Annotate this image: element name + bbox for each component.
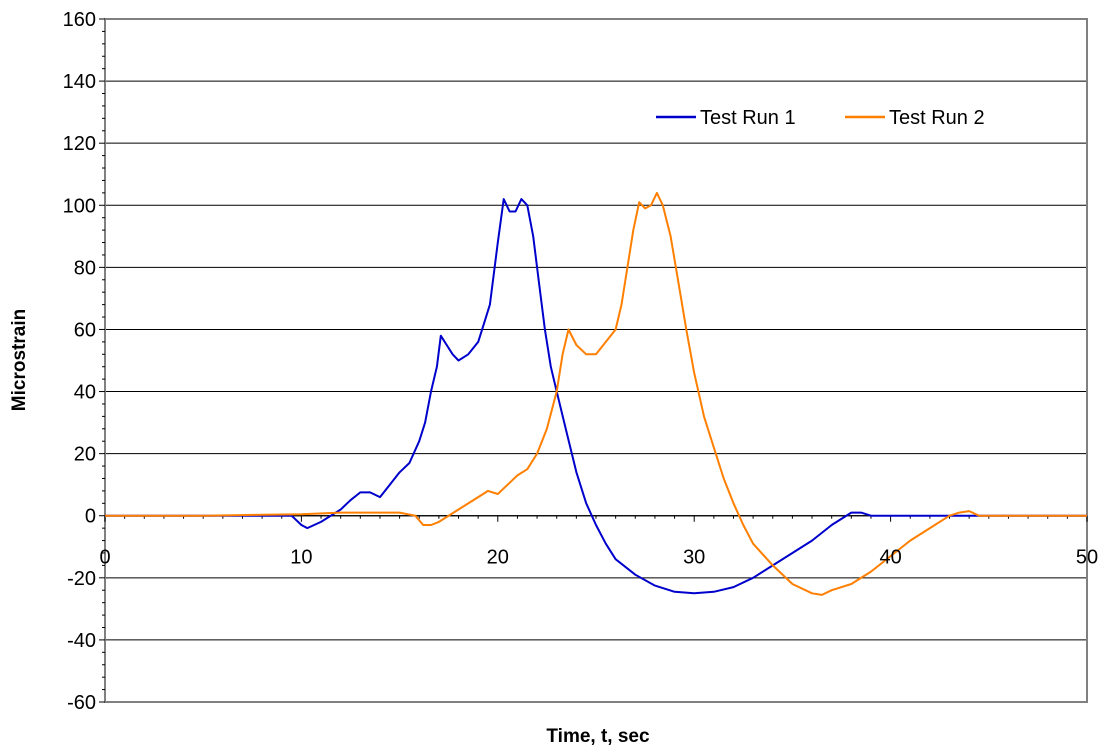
y-tick-label: 160 bbox=[63, 9, 96, 31]
series-layer bbox=[105, 191, 1087, 596]
legend-label-test-run-1: Test Run 1 bbox=[700, 107, 796, 129]
y-tick-label: 20 bbox=[74, 444, 96, 466]
x-axis-title: Time, t, sec bbox=[546, 726, 650, 747]
x-tick-label: 40 bbox=[879, 547, 901, 569]
series-line-test-run-2 bbox=[105, 191, 1087, 596]
y-tick-label: 120 bbox=[63, 133, 96, 155]
y-tick-label: 140 bbox=[63, 71, 96, 93]
y-axis-title: Microstrain bbox=[9, 309, 30, 411]
plot-area-frame bbox=[104, 18, 1088, 703]
x-tick-label: 20 bbox=[487, 547, 509, 569]
x-tick-label: 50 bbox=[1076, 547, 1098, 569]
y-tick-label: 60 bbox=[74, 319, 96, 341]
x-tick-label: 10 bbox=[290, 547, 312, 569]
y-tick-label: 80 bbox=[74, 257, 96, 279]
y-tick-label: -60 bbox=[67, 692, 96, 714]
series-line-test-run-1 bbox=[105, 198, 1087, 595]
y-tick-label: 40 bbox=[74, 382, 96, 404]
y-tick-label: -40 bbox=[67, 630, 96, 652]
y-tick-label: -20 bbox=[67, 568, 96, 590]
x-tick-label: 0 bbox=[99, 547, 110, 569]
legend: Test Run 1 Test Run 2 bbox=[656, 107, 985, 129]
legend-label-test-run-2: Test Run 2 bbox=[889, 107, 985, 129]
y-tick-label: 0 bbox=[85, 506, 96, 528]
y-tick-label: 100 bbox=[63, 195, 96, 217]
x-tick-label: 30 bbox=[683, 547, 705, 569]
